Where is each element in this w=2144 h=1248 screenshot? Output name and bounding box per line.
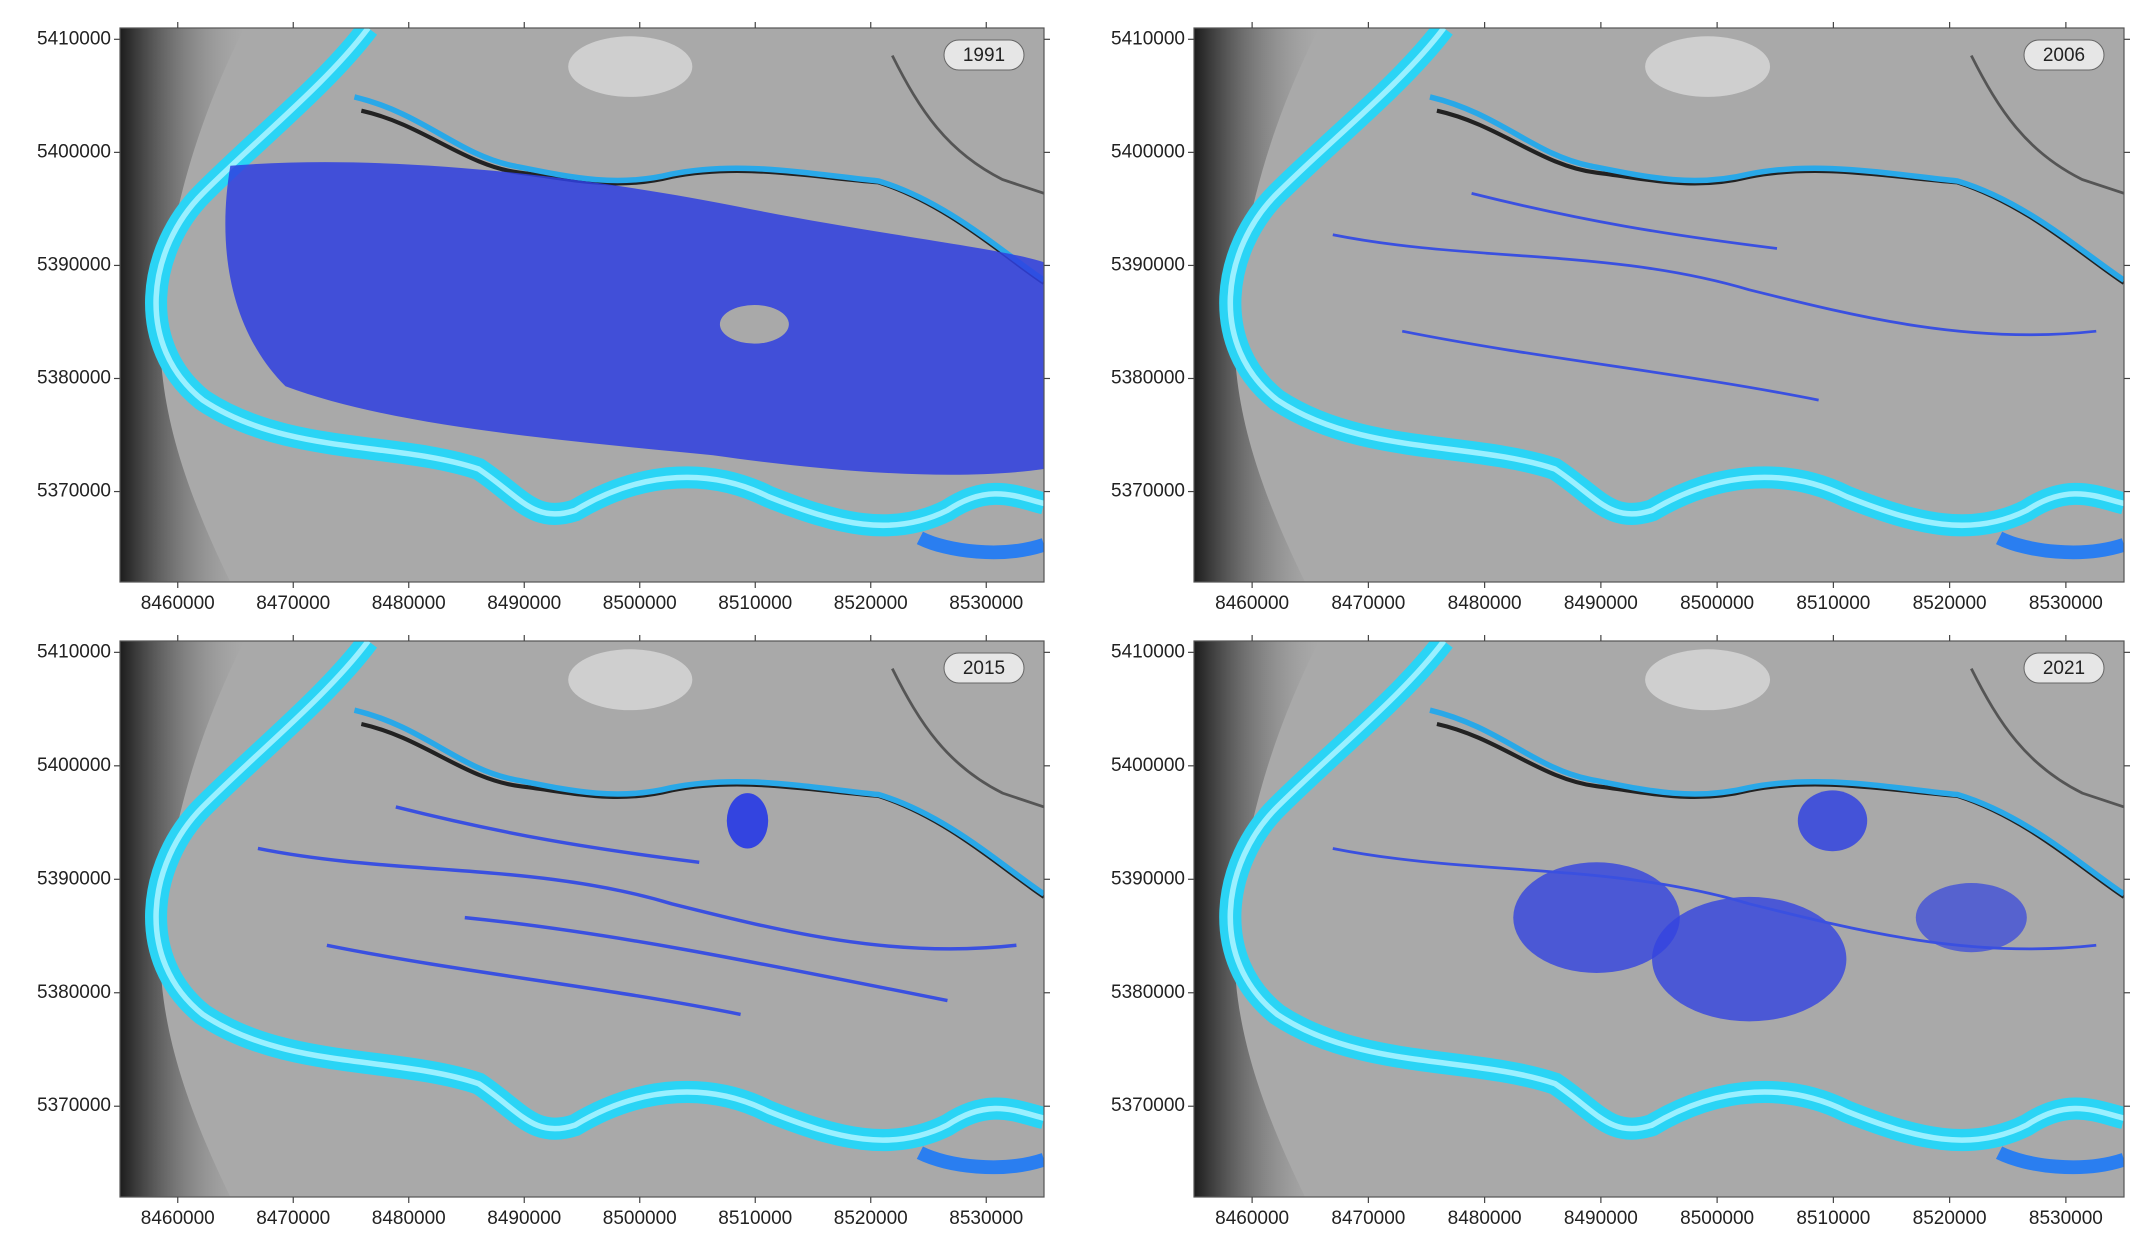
x-tick-label: 8510000 — [718, 1208, 792, 1229]
y-tick-label: 5400000 — [1111, 141, 1185, 162]
y-tick-label: 5390000 — [37, 254, 111, 275]
map-panel: 8460000 8470000 8480000 8490000 8500000 85100… — [37, 22, 1050, 614]
y-tick-label: 5390000 — [1111, 254, 1185, 275]
y-tick-label: 5390000 — [1111, 868, 1185, 889]
y-tick-label: 5390000 — [37, 868, 111, 889]
x-tick-label: 8460000 — [1215, 1208, 1289, 1229]
x-tick-label: 8490000 — [1564, 1208, 1638, 1229]
x-tick-label: 8530000 — [2029, 1208, 2103, 1229]
year-label: 1991 — [963, 45, 1005, 66]
x-tick-label: 8500000 — [1680, 1208, 1754, 1229]
x-tick-label: 8480000 — [1448, 593, 1522, 614]
y-tick-label: 5370000 — [1111, 481, 1185, 502]
year-badge — [2023, 39, 2105, 71]
y-tick-label: 5400000 — [37, 141, 111, 162]
x-tick-label: 8520000 — [834, 593, 908, 614]
x-tick-label: 8500000 — [603, 593, 677, 614]
x-tick-label: 8520000 — [1913, 593, 1987, 614]
x-tick-label: 8460000 — [141, 593, 215, 614]
x-tick-label: 8530000 — [949, 1208, 1023, 1229]
x-tick-label: 8510000 — [1796, 1208, 1870, 1229]
x-tick-label: 8490000 — [1564, 593, 1638, 614]
x-tick-label: 8480000 — [372, 593, 446, 614]
y-tick-label: 5400000 — [1111, 755, 1185, 776]
x-tick-label: 8500000 — [603, 1208, 677, 1229]
panel-frame — [119, 640, 1045, 1198]
year-label: 2006 — [2043, 45, 2085, 66]
map-panel: 8460000 8470000 8480000 8490000 8500000 85100… — [1111, 635, 2130, 1229]
y-tick-label: 5410000 — [1111, 28, 1185, 49]
y-tick-label: 5380000 — [1111, 982, 1185, 1003]
y-tick-label: 5380000 — [37, 982, 111, 1003]
x-tick-label: 8510000 — [718, 593, 792, 614]
year-label: 2021 — [2043, 658, 2085, 679]
x-tick-label: 8480000 — [372, 1208, 446, 1229]
year-label: 2015 — [963, 658, 1005, 679]
x-tick-label: 8490000 — [487, 593, 561, 614]
x-tick-label: 8480000 — [1448, 1208, 1522, 1229]
panel-frame — [119, 27, 1045, 583]
y-tick-label: 5370000 — [1111, 1095, 1185, 1116]
x-tick-label: 8530000 — [949, 593, 1023, 614]
x-tick-label: 8490000 — [487, 1208, 561, 1229]
x-tick-label: 8520000 — [1913, 1208, 1987, 1229]
x-tick-label: 8470000 — [256, 593, 330, 614]
y-tick-label: 5380000 — [37, 368, 111, 389]
x-tick-label: 8470000 — [1331, 593, 1405, 614]
year-badge — [943, 39, 1025, 71]
map-panel: 8460000 8470000 8480000 8490000 8500000 85100… — [37, 635, 1050, 1229]
panel-frame — [1193, 27, 2125, 583]
panel-frame — [1193, 640, 2125, 1198]
x-tick-label: 8500000 — [1680, 593, 1754, 614]
x-tick-label: 8460000 — [1215, 593, 1289, 614]
year-badge — [943, 652, 1025, 684]
y-tick-label: 5370000 — [37, 1095, 111, 1116]
terrain — [1194, 28, 2124, 582]
x-tick-label: 8510000 — [1796, 593, 1870, 614]
year-badge — [2023, 652, 2105, 684]
terrain — [120, 641, 1044, 1197]
map-panel: 8460000 8470000 8480000 8490000 8500000 85100… — [1111, 22, 2130, 614]
y-tick-label: 5410000 — [37, 28, 111, 49]
y-tick-label: 5410000 — [37, 641, 111, 662]
x-tick-label: 8530000 — [2029, 593, 2103, 614]
x-tick-label: 8520000 — [834, 1208, 908, 1229]
x-tick-label: 8460000 — [141, 1208, 215, 1229]
y-tick-label: 5370000 — [37, 481, 111, 502]
y-tick-label: 5400000 — [37, 755, 111, 776]
y-tick-label: 5410000 — [1111, 641, 1185, 662]
y-tick-label: 5380000 — [1111, 368, 1185, 389]
x-tick-label: 8470000 — [256, 1208, 330, 1229]
x-tick-label: 8470000 — [1331, 1208, 1405, 1229]
